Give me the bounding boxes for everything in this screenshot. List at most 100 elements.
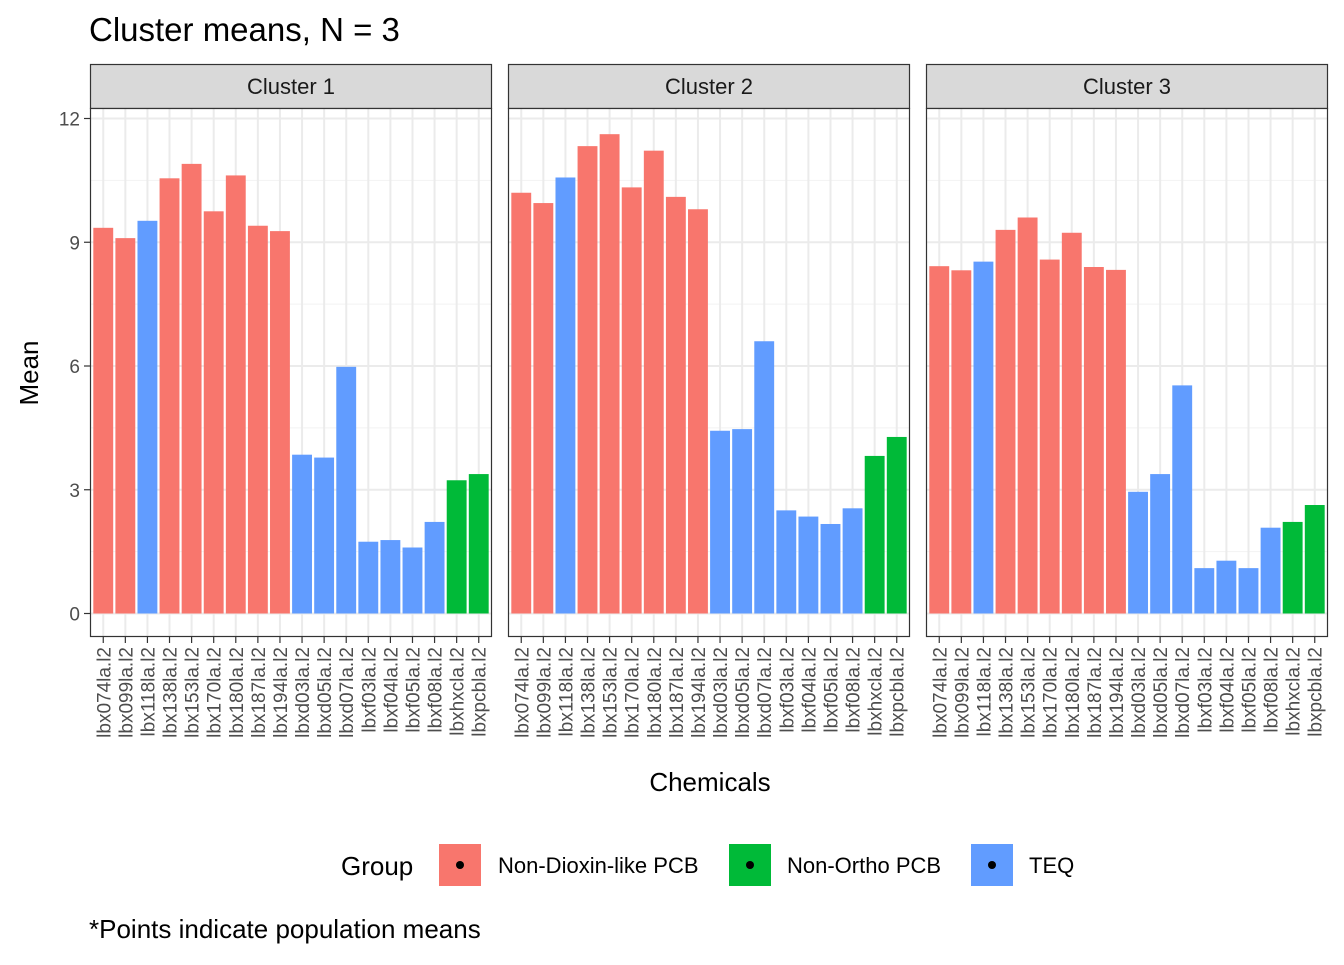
x-tick-label: lbxhxcla.l2	[866, 647, 887, 736]
x-tick-label: lbx187la.l2	[667, 647, 688, 738]
x-axis-label: Chemicals	[649, 767, 770, 797]
x-tick-label: lbx187la.l2	[249, 647, 270, 738]
x-tick-label: lbx170la.l2	[1041, 647, 1062, 738]
bar-lbx187la.l2	[665, 196, 686, 614]
bar-lbxd03la.l2	[292, 454, 312, 614]
y-tick-label: 6	[69, 357, 80, 378]
x-tick-label: lbxhxcla.l2	[1284, 647, 1305, 736]
x-tick-label: lbxf03la.l2	[1195, 647, 1216, 733]
panel-3: Cluster 3 lbx074la.l2 lbx099la.l2 lbx118la.…	[925, 63, 1329, 738]
bar-lbxf03la.l2	[776, 510, 797, 614]
x-tick-label: lbx099la.l2	[534, 647, 555, 738]
x-tick-label: lbx118la.l2	[556, 647, 577, 736]
x-tick-label: lbx138la.l2	[997, 647, 1018, 738]
bar-lbx138la.l2	[995, 229, 1016, 614]
bar-lbx138la.l2	[577, 146, 598, 614]
x-tick-label: lbxf08la.l2	[844, 647, 865, 733]
x-tick-label: lbx194la.l2	[1107, 647, 1128, 738]
x-tick-label: lbx099la.l2	[952, 647, 973, 738]
chart-caption: *Points indicate population means	[89, 914, 481, 944]
legend-label: Non-Ortho PCB	[787, 853, 941, 878]
x-tick-label: lbx180la.l2	[645, 647, 666, 738]
bar-lbxf08la.l2	[1260, 527, 1281, 614]
bar-lbxhxcla.l2	[864, 455, 885, 614]
legend-entry: TEQ	[971, 844, 1074, 886]
bar-lbx187la.l2	[247, 225, 268, 614]
bar-lbx074la.l2	[929, 266, 950, 614]
bar-lbx194la.l2	[1106, 269, 1126, 614]
bar-lbxd07la.l2	[336, 366, 357, 614]
bar-lbxd05la.l2	[314, 457, 335, 614]
bar-lbxd05la.l2	[1150, 474, 1171, 614]
x-tick-label: lbx118la.l2	[974, 647, 995, 736]
x-tick-label: lbx170la.l2	[623, 647, 644, 738]
x-tick-label: lbxf03la.l2	[359, 647, 380, 733]
x-tick-label: lbx194la.l2	[271, 647, 292, 738]
x-tick-label: lbxd07la.l2	[337, 647, 358, 738]
bar-lbx153la.l2	[181, 163, 202, 614]
bar-lbxd03la.l2	[710, 430, 730, 614]
x-tick-label: lbx170la.l2	[205, 647, 226, 738]
x-tick-label: lbxpcbla.l2	[888, 647, 909, 737]
bar-lbx118la.l2	[555, 177, 576, 614]
y-axis-label: Mean	[14, 340, 44, 405]
x-tick-label: lbx153la.l2	[1019, 647, 1040, 738]
legend-point	[988, 861, 996, 869]
x-tick-label: lbxf04la.l2	[1217, 647, 1238, 733]
bar-lbxf08la.l2	[424, 521, 445, 614]
x-tick-label: lbxd07la.l2	[1173, 647, 1194, 738]
x-tick-label: lbx099la.l2	[116, 647, 137, 738]
legend-point	[746, 861, 754, 869]
x-tick-label: lbxf05la.l2	[821, 647, 842, 733]
x-tick-label: lbx187la.l2	[1085, 647, 1106, 738]
y-tick-label: 3	[69, 481, 80, 502]
bar-lbx118la.l2	[137, 220, 158, 614]
bar-lbxd07la.l2	[1172, 385, 1193, 614]
x-tick-label: lbxf05la.l2	[403, 647, 424, 733]
x-tick-label: lbx138la.l2	[161, 647, 182, 738]
y-tick-label: 0	[69, 605, 80, 626]
bar-lbxhxcla.l2	[1282, 521, 1303, 614]
bar-lbx170la.l2	[203, 211, 224, 614]
x-tick-label: lbx074la.l2	[512, 647, 533, 738]
bar-lbxd05la.l2	[732, 429, 753, 614]
legend-label: TEQ	[1029, 853, 1074, 878]
bar-lbx153la.l2	[599, 134, 620, 614]
facet-strip-label: Cluster 3	[1083, 74, 1171, 99]
panel-1: Cluster 1 lbx074la.l2 lbx099la.l2 lbx118la.…	[59, 63, 493, 738]
bar-lbx099la.l2	[115, 238, 136, 614]
x-tick-label: lbxd05la.l2	[315, 647, 336, 738]
bar-lbx187la.l2	[1083, 267, 1104, 614]
x-tick-label: lbxd05la.l2	[1151, 647, 1172, 738]
bar-lbxpcbla.l2	[886, 436, 907, 614]
x-tick-label: lbx074la.l2	[94, 647, 115, 738]
bar-lbx180la.l2	[225, 175, 246, 614]
legend: Non-Dioxin-like PCB Non-Ortho PCB TEQ	[439, 844, 1074, 886]
bar-lbx170la.l2	[1039, 259, 1060, 614]
x-tick-label: lbxpcbla.l2	[470, 647, 491, 737]
x-tick-label: lbxd03la.l2	[711, 647, 732, 738]
bar-lbx180la.l2	[643, 150, 664, 614]
legend-entry: Non-Ortho PCB	[729, 844, 941, 886]
facet-strip	[89, 63, 493, 110]
bar-lbx074la.l2	[93, 227, 114, 614]
x-tick-label: lbx118la.l2	[138, 647, 159, 736]
bar-lbxf05la.l2	[820, 523, 841, 614]
x-tick-label: lbxf04la.l2	[799, 647, 820, 733]
panel-border	[507, 107, 911, 638]
bar-lbxf03la.l2	[1194, 568, 1215, 614]
x-tick-label: lbxf08la.l2	[426, 647, 447, 733]
x-tick-label: lbx153la.l2	[183, 647, 204, 738]
bar-lbx099la.l2	[533, 203, 554, 614]
panel-2: Cluster 2 lbx074la.l2 lbx099la.l2 lbx118la.…	[507, 63, 911, 738]
bar-lbxpcbla.l2	[468, 474, 489, 614]
bar-lbxf08la.l2	[842, 508, 863, 614]
bar-lbxf05la.l2	[402, 547, 423, 614]
bar-lbx153la.l2	[1017, 217, 1038, 614]
x-tick-label: lbxd07la.l2	[755, 647, 776, 738]
legend-label: Non-Dioxin-like PCB	[498, 853, 699, 878]
bar-lbxd07la.l2	[754, 341, 775, 614]
facet-strip	[507, 63, 911, 110]
